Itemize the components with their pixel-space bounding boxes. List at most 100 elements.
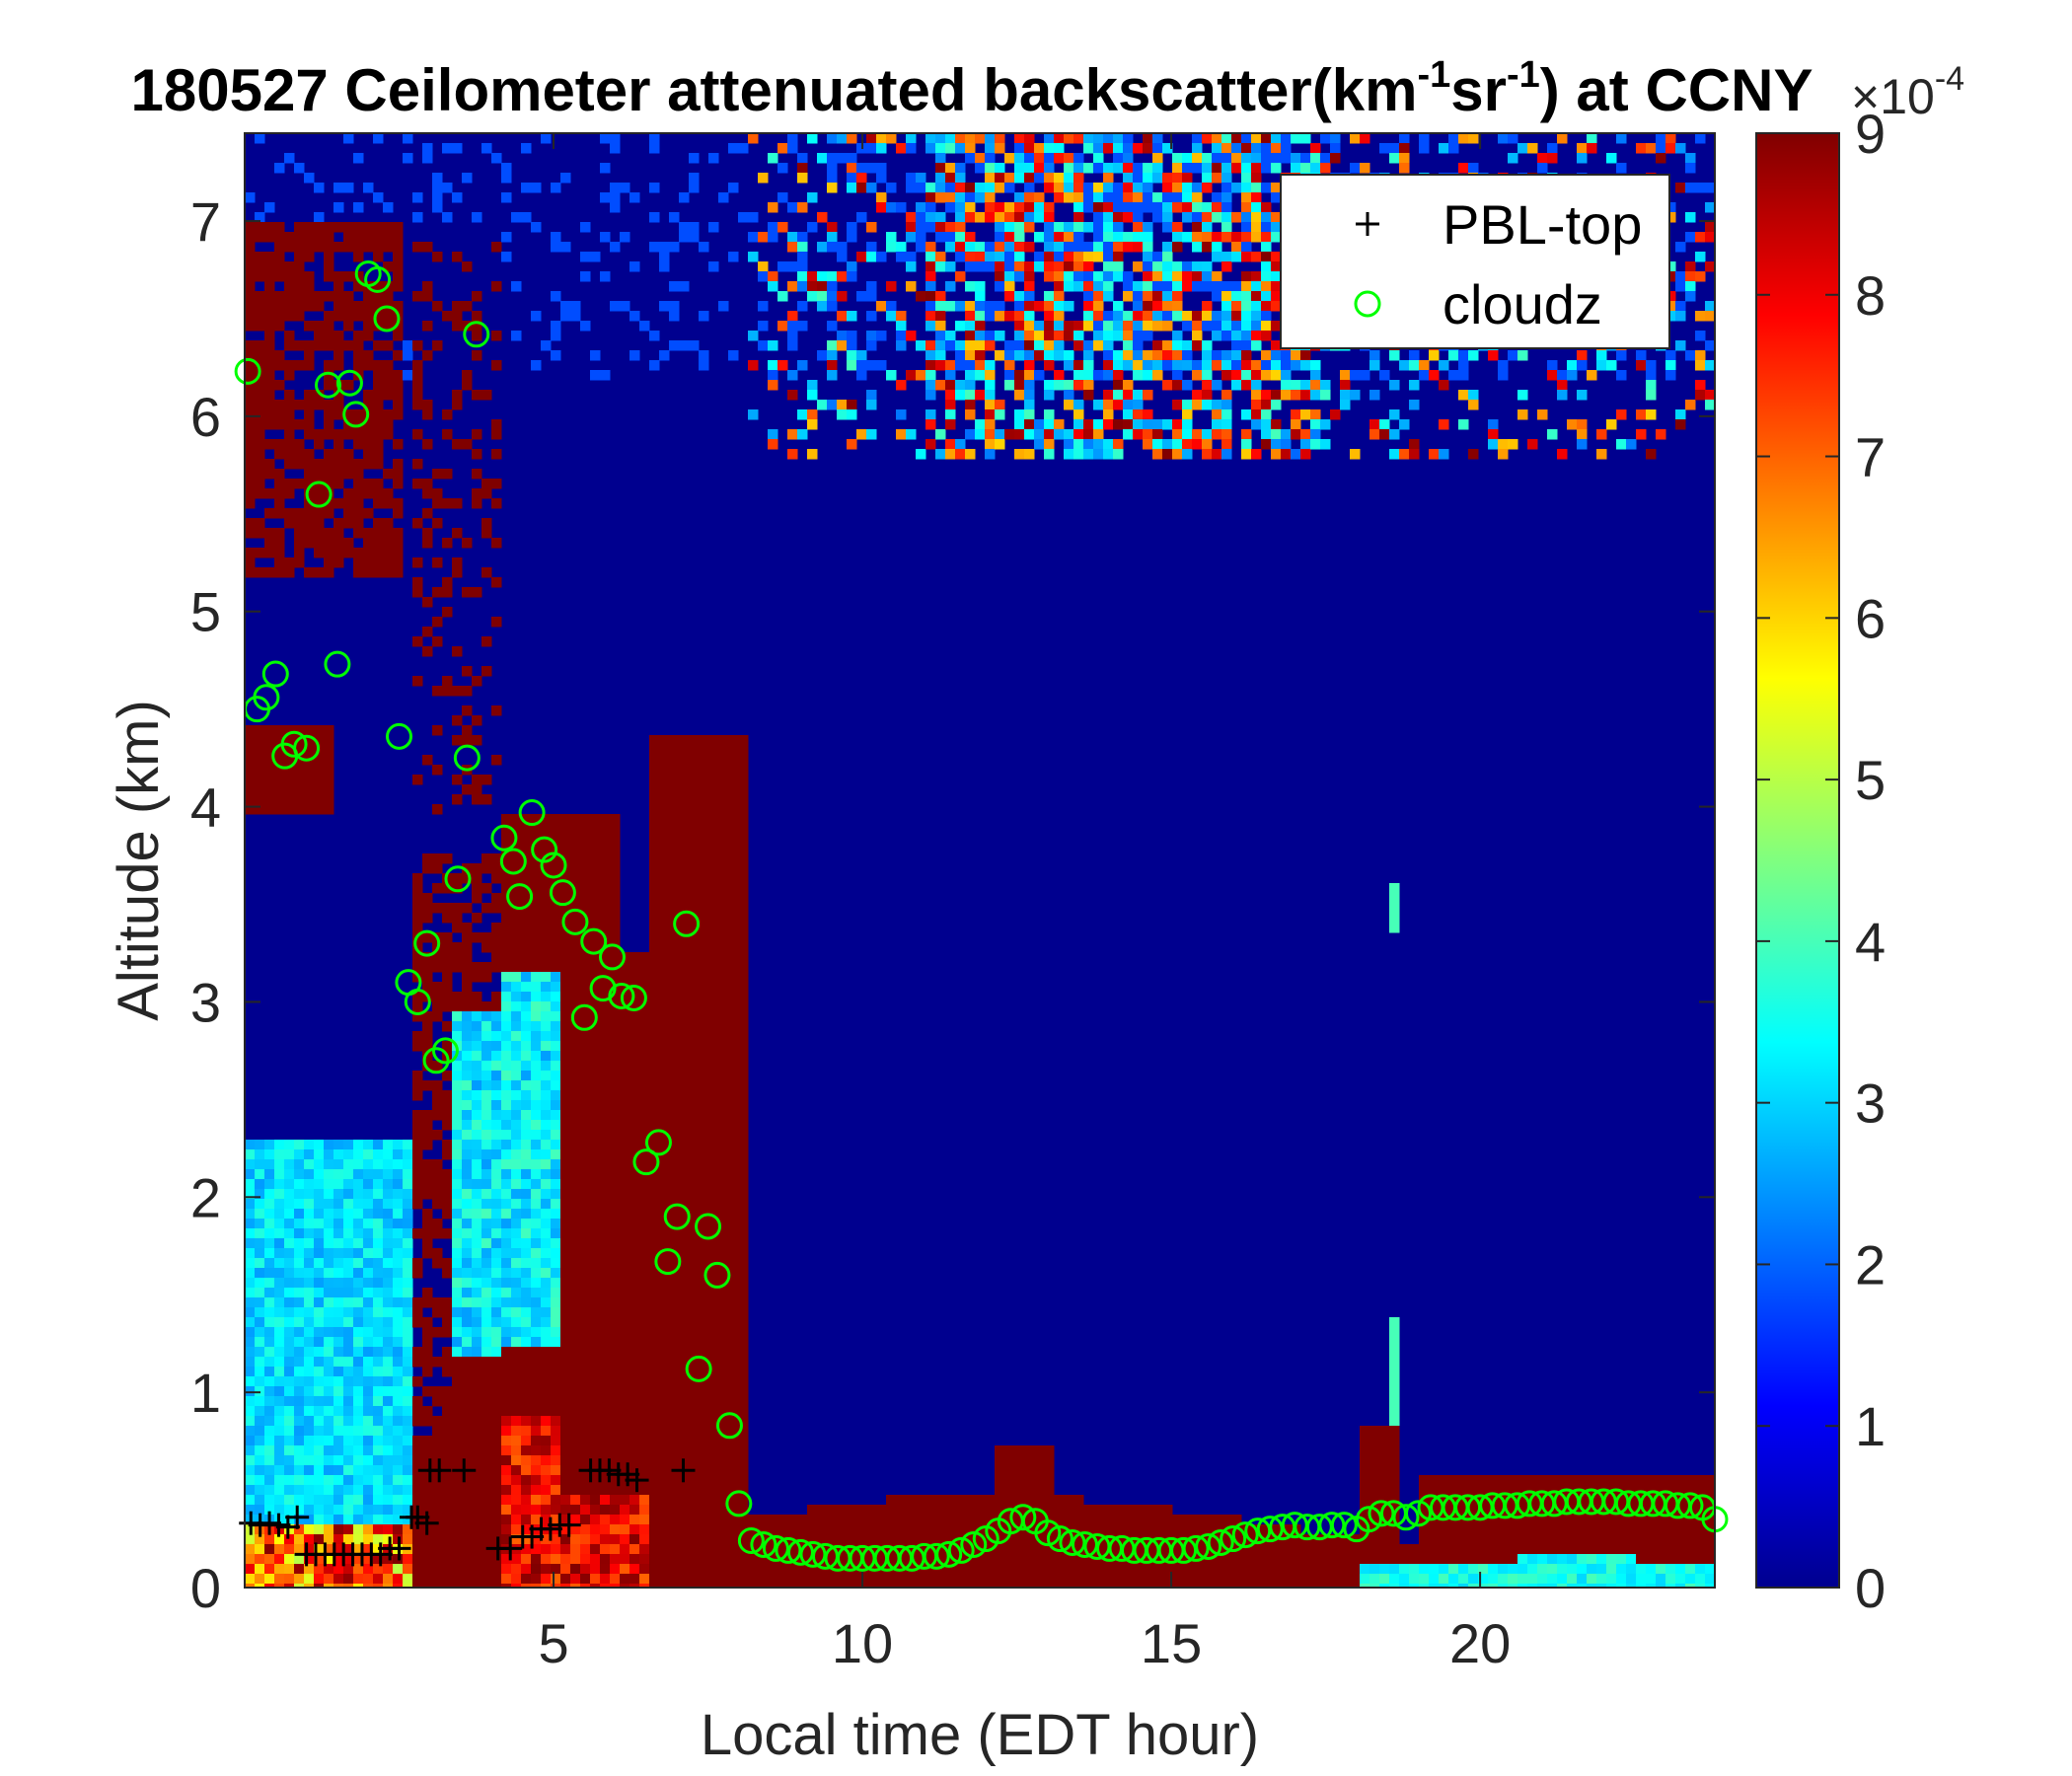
cloudz-marker bbox=[703, 1261, 731, 1289]
cloudz-marker bbox=[293, 734, 321, 762]
title-superscript-1: -1 bbox=[1417, 54, 1450, 96]
colorbar-tick-label: 7 bbox=[1855, 426, 1886, 488]
pbl-top-marker bbox=[285, 1505, 310, 1529]
cloudz-marker bbox=[715, 1412, 743, 1440]
legend-box bbox=[1280, 174, 1670, 349]
legend-cloudz-label: cloudz bbox=[1443, 273, 1602, 335]
title-superscript-2: -1 bbox=[1507, 54, 1540, 96]
y-tick-label: 5 bbox=[190, 581, 221, 643]
pbl-top-marker bbox=[556, 1513, 581, 1537]
axes-frame bbox=[244, 132, 1716, 1589]
cloudz-marker bbox=[947, 1536, 975, 1564]
colorbar-tick-label: 2 bbox=[1855, 1233, 1886, 1295]
cloudz-marker bbox=[750, 1530, 777, 1558]
cloudz-marker bbox=[632, 1148, 660, 1176]
title-middle: sr bbox=[1450, 57, 1507, 123]
cloudz-marker bbox=[685, 1355, 712, 1382]
cloudz-marker bbox=[261, 660, 289, 688]
cloudz-marker bbox=[463, 321, 490, 348]
cloudz-marker bbox=[431, 1037, 459, 1065]
cloudz-marker bbox=[1256, 1516, 1284, 1543]
marker-layer bbox=[234, 259, 1729, 1572]
cloudz-marker bbox=[549, 879, 576, 907]
legend: PBL-top cloudz bbox=[1280, 174, 1670, 349]
legend-cloudz-marker bbox=[1354, 290, 1381, 318]
y-tick-label: 3 bbox=[190, 971, 221, 1033]
cloudz-marker bbox=[775, 1536, 802, 1564]
cloudz-marker bbox=[1034, 1519, 1062, 1547]
cloudz-marker bbox=[608, 983, 635, 1010]
colorbar-ticks: 0 1 2 3 4 5 6 7 8 9 bbox=[1756, 103, 1886, 1619]
cloudz-marker bbox=[561, 908, 589, 935]
cloudz-marker bbox=[422, 1047, 450, 1074]
y-tick-label: 6 bbox=[190, 386, 221, 448]
cloudz-marker bbox=[673, 910, 701, 937]
cloudz-marker bbox=[1009, 1504, 1037, 1531]
cloudz-marker bbox=[490, 824, 518, 851]
y-tick-label: 4 bbox=[190, 777, 221, 839]
cloudz-marker bbox=[342, 401, 370, 428]
pbl-top-marker bbox=[671, 1458, 696, 1483]
cloudz-marker bbox=[654, 1248, 682, 1276]
cloudz-marker bbox=[453, 744, 481, 772]
cloudz-marker bbox=[923, 1542, 950, 1570]
colorbar-exponent-base: ×10 bbox=[1851, 69, 1935, 124]
title-prefix: 180527 Ceilometer attenuated backscatter… bbox=[131, 57, 1418, 123]
colorbar-exponent: ×10-4 bbox=[1851, 60, 1964, 124]
cloudz-marker bbox=[305, 481, 333, 508]
cloudz-marker bbox=[1368, 1500, 1395, 1527]
cloudz-marker bbox=[799, 1540, 827, 1568]
cloudz-marker bbox=[1207, 1528, 1234, 1556]
cloudz-marker bbox=[1170, 1536, 1198, 1564]
plot-area bbox=[234, 133, 1729, 1588]
colorbar-tick-label: 8 bbox=[1855, 264, 1886, 327]
cloudz-marker bbox=[786, 1538, 814, 1566]
cloudz-marker bbox=[315, 371, 342, 399]
cloudz-marker bbox=[1071, 1530, 1098, 1558]
x-tick-label: 15 bbox=[1141, 1612, 1202, 1674]
cloudz-marker bbox=[324, 650, 351, 678]
y-ticks: 0 1 2 3 4 5 6 7 bbox=[190, 190, 1715, 1619]
cloudz-marker bbox=[762, 1534, 789, 1562]
y-tick-label: 0 bbox=[190, 1557, 221, 1619]
colorbar-tick-label: 6 bbox=[1855, 587, 1886, 649]
cloudz-marker bbox=[404, 988, 431, 1015]
cloudz-marker bbox=[1182, 1534, 1210, 1562]
colorbar: 0 1 2 3 4 5 6 7 8 9 ×10-4 bbox=[1755, 60, 1964, 1619]
legend-pbl-marker bbox=[1356, 212, 1379, 236]
colorbar-tick-label: 4 bbox=[1855, 911, 1886, 973]
cloudz-marker bbox=[540, 851, 567, 879]
cloudz-marker bbox=[386, 722, 413, 750]
pbl-top-marker bbox=[452, 1458, 477, 1483]
cloudz-marker bbox=[725, 1490, 753, 1517]
cloudz-marker bbox=[960, 1530, 988, 1558]
y-tick-label: 1 bbox=[190, 1362, 221, 1424]
cloudz-marker bbox=[620, 984, 647, 1011]
cloudz-marker bbox=[1244, 1517, 1272, 1545]
cloudz-marker bbox=[518, 799, 546, 827]
cloudz-marker bbox=[1330, 1512, 1358, 1539]
cloudz-marker bbox=[1059, 1528, 1086, 1556]
x-axis-label: Local time (EDT hour) bbox=[701, 1703, 1259, 1767]
cloudz-marker bbox=[234, 357, 261, 385]
cloudz-marker bbox=[413, 929, 441, 957]
cloudz-marker bbox=[1355, 1506, 1382, 1533]
colorbar-gradient bbox=[1755, 132, 1840, 1589]
cloudz-marker bbox=[1231, 1521, 1259, 1549]
title-suffix: ) at CCNY bbox=[1540, 57, 1813, 123]
colorbar-tick-label: 9 bbox=[1855, 103, 1886, 165]
x-tick-label: 10 bbox=[832, 1612, 893, 1674]
x-ticks: 5 10 15 20 bbox=[538, 133, 1511, 1674]
cloudz-marker bbox=[663, 1203, 691, 1230]
colorbar-exponent-power: -4 bbox=[1935, 60, 1964, 98]
pbl-top-marker bbox=[625, 1468, 649, 1493]
axes: 5 10 15 20 0 1 2 3 4 5 6 7 bbox=[190, 132, 1716, 1674]
cloudz-marker bbox=[1195, 1532, 1222, 1560]
cloudz-marker bbox=[1676, 1492, 1704, 1519]
cloudz-marker bbox=[589, 975, 617, 1002]
cloudz-marker bbox=[280, 730, 308, 758]
cloudz-marker bbox=[1404, 1500, 1432, 1527]
cloudz-marker bbox=[444, 865, 472, 893]
colorbar-tick-label: 1 bbox=[1855, 1395, 1886, 1457]
